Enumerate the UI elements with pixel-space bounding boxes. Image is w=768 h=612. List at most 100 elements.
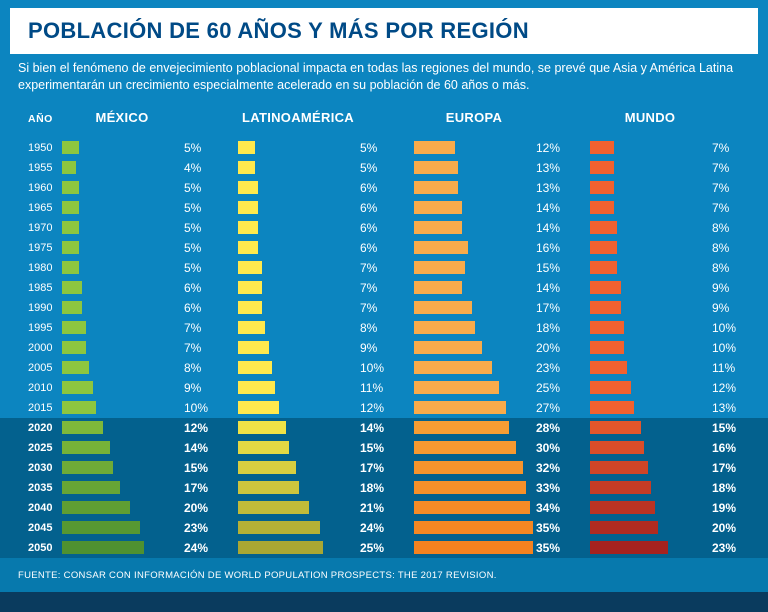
bar-cell-latinoamerica: 12%	[238, 398, 414, 418]
bar-mexico	[62, 401, 96, 414]
bar-mexico	[62, 221, 79, 234]
year-label: 1985	[28, 282, 53, 294]
value-label: 7%	[360, 301, 378, 315]
bar-mexico	[62, 541, 144, 554]
bar-cell-europa: 35%	[414, 538, 590, 558]
value-label: 11%	[360, 381, 384, 395]
bar-cell-mundo: 7%	[590, 158, 766, 178]
bar-cell-mexico: 7%	[62, 318, 238, 338]
value-label: 7%	[184, 321, 202, 335]
bar-cell-mexico: 10%	[62, 398, 238, 418]
table-row: 2050 24% 25% 35% 23%	[28, 538, 768, 558]
column-header-europa: EUROPA	[414, 110, 590, 125]
bar-europa	[414, 401, 506, 414]
bar-mexico	[62, 521, 141, 534]
year-label: 2040	[28, 502, 53, 514]
year-label: 2045	[28, 522, 53, 534]
value-label: 15%	[536, 261, 561, 275]
bar-cell-mundo: 23%	[590, 538, 766, 558]
value-label: 10%	[712, 341, 737, 355]
bar-latinoamerica	[238, 421, 286, 434]
bar-europa	[414, 481, 527, 494]
population-chart: 1950 5% 5% 12% 7% 1955 4% 5% 13% 7% 1960 5% 6% 13% 7% 1…	[0, 138, 768, 558]
bar-cell-europa: 33%	[414, 478, 590, 498]
value-label: 7%	[712, 141, 730, 155]
value-label: 12%	[360, 401, 385, 415]
table-row: 1970 5% 6% 14% 8%	[28, 218, 768, 238]
value-label: 25%	[360, 541, 385, 555]
bar-mexico	[62, 461, 113, 474]
value-label: 8%	[184, 361, 202, 375]
value-label: 5%	[360, 141, 378, 155]
bar-cell-europa: 17%	[414, 298, 590, 318]
bar-europa	[414, 301, 472, 314]
value-label: 7%	[712, 201, 730, 215]
bar-europa	[414, 521, 533, 534]
bar-cell-mundo: 7%	[590, 198, 766, 218]
value-label: 13%	[712, 401, 737, 415]
bar-cell-latinoamerica: 7%	[238, 298, 414, 318]
value-label: 18%	[712, 481, 737, 495]
bar-europa	[414, 281, 462, 294]
bar-latinoamerica	[238, 341, 269, 354]
year-label: 1995	[28, 322, 53, 334]
value-label: 10%	[184, 401, 209, 415]
bar-cell-mundo: 19%	[590, 498, 766, 518]
value-label: 4%	[184, 161, 202, 175]
bar-latinoamerica	[238, 501, 310, 514]
bar-mexico	[62, 481, 120, 494]
value-label: 7%	[712, 181, 730, 195]
bar-mexico	[62, 261, 79, 274]
bar-mundo	[590, 141, 614, 154]
value-label: 9%	[712, 281, 730, 295]
bar-cell-europa: 34%	[414, 498, 590, 518]
value-label: 23%	[536, 361, 561, 375]
year-label: 1960	[28, 182, 53, 194]
bar-europa	[414, 461, 523, 474]
bar-cell-mexico: 5%	[62, 138, 238, 158]
bottom-strip	[0, 592, 768, 612]
bar-cell-mundo: 18%	[590, 478, 766, 498]
bar-mundo	[590, 481, 652, 494]
bar-cell-europa: 14%	[414, 198, 590, 218]
bar-latinoamerica	[238, 301, 262, 314]
bar-cell-mexico: 20%	[62, 498, 238, 518]
value-label: 5%	[184, 181, 202, 195]
bar-cell-latinoamerica: 18%	[238, 478, 414, 498]
bar-latinoamerica	[238, 461, 296, 474]
value-label: 34%	[536, 501, 561, 515]
table-row: 1995 7% 8% 18% 10%	[28, 318, 768, 338]
bar-cell-europa: 14%	[414, 218, 590, 238]
year-label: 1980	[28, 262, 53, 274]
bar-latinoamerica	[238, 261, 262, 274]
table-row: 1965 5% 6% 14% 7%	[28, 198, 768, 218]
bar-cell-mundo: 10%	[590, 318, 766, 338]
value-label: 14%	[536, 201, 561, 215]
bar-cell-mexico: 23%	[62, 518, 238, 538]
bar-europa	[414, 381, 499, 394]
year-label: 1975	[28, 242, 53, 254]
value-label: 18%	[360, 481, 385, 495]
bar-cell-latinoamerica: 11%	[238, 378, 414, 398]
value-label: 24%	[360, 521, 385, 535]
bar-latinoamerica	[238, 521, 320, 534]
bar-mundo	[590, 341, 624, 354]
bar-cell-latinoamerica: 9%	[238, 338, 414, 358]
column-header-latinoamerica: LATINOAMÉRICA	[238, 110, 414, 125]
column-header-row: AÑO MÉXICO LATINOAMÉRICA EUROPA MUNDO	[28, 110, 768, 125]
footer-band: FUENTE: CONSAR CON INFORMACIÓN DE WORLD …	[0, 558, 768, 592]
bar-cell-latinoamerica: 6%	[238, 238, 414, 258]
bar-cell-europa: 32%	[414, 458, 590, 478]
bar-cell-latinoamerica: 25%	[238, 538, 414, 558]
bar-cell-latinoamerica: 24%	[238, 518, 414, 538]
value-label: 23%	[184, 521, 209, 535]
bar-cell-mexico: 5%	[62, 178, 238, 198]
value-label: 6%	[360, 221, 378, 235]
bar-mundo	[590, 521, 658, 534]
value-label: 17%	[360, 461, 385, 475]
column-header-mexico: MÉXICO	[62, 110, 238, 125]
bar-europa	[414, 421, 510, 434]
table-row: 1975 5% 6% 16% 8%	[28, 238, 768, 258]
table-row: 1980 5% 7% 15% 8%	[28, 258, 768, 278]
bar-cell-europa: 12%	[414, 138, 590, 158]
